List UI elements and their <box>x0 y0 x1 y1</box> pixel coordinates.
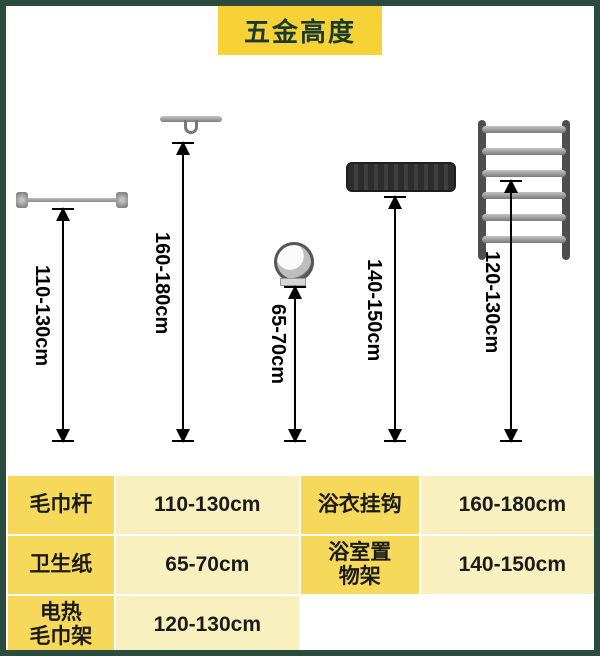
fixture-bathroom-shelf: 140-150cm <box>346 62 458 442</box>
dim-label-robe-hook: 160-180cm <box>150 232 173 334</box>
title-bar: 五金高度 <box>218 6 382 55</box>
dim-arrow-shelf <box>394 196 396 442</box>
dim-label-toilet-paper: 65-70cm <box>266 304 289 384</box>
table-row: 电热毛巾架120-130cm <box>7 595 600 655</box>
dim-arrow-robe-hook <box>182 142 184 442</box>
title-text: 五金高度 <box>244 17 356 47</box>
table-cell: 65-70cm <box>115 535 300 595</box>
table-row: 毛巾杆110-130cm浴衣挂钩160-180cm <box>7 475 600 535</box>
table-cell: 160-180cm <box>420 475 600 535</box>
table-cell: 浴室置物架 <box>300 535 420 595</box>
diagram-area: 110-130cm 160-180cm 65-70cm <box>6 62 594 442</box>
dim-label-shelf: 140-150cm <box>362 259 385 361</box>
table-cell: 120-130cm <box>115 595 300 655</box>
dimensions-table: 毛巾杆110-130cm浴衣挂钩160-180cm卫生纸65-70cm浴室置物架… <box>6 474 600 656</box>
fixture-toilet-paper: 65-70cm <box>248 62 338 442</box>
fixture-towel-bar: 110-130cm <box>16 62 128 442</box>
table-cell: 卫生纸 <box>7 535 115 595</box>
table-cell: 电热毛巾架 <box>7 595 115 655</box>
table-row: 卫生纸65-70cm浴室置物架140-150cm <box>7 535 600 595</box>
table-cell <box>300 595 420 655</box>
fixture-heated-towel-rack: 120-130cm <box>466 62 578 442</box>
table-cell: 浴衣挂钩 <box>300 475 420 535</box>
table-cell: 毛巾杆 <box>7 475 115 535</box>
dim-label-heated-rack: 120-130cm <box>480 251 503 353</box>
infographic-frame: 五金高度 110-130cm 160-180cm <box>0 0 600 656</box>
fixture-robe-hook: 160-180cm <box>136 62 248 442</box>
dim-label-towel-bar: 110-130cm <box>30 265 53 366</box>
table-cell <box>420 595 600 655</box>
dim-arrow-heated-rack <box>510 180 512 442</box>
table-cell: 140-150cm <box>420 535 600 595</box>
table-cell: 110-130cm <box>115 475 300 535</box>
dim-arrow-toilet-paper <box>294 286 296 442</box>
dim-arrow-towel-bar <box>62 208 64 442</box>
